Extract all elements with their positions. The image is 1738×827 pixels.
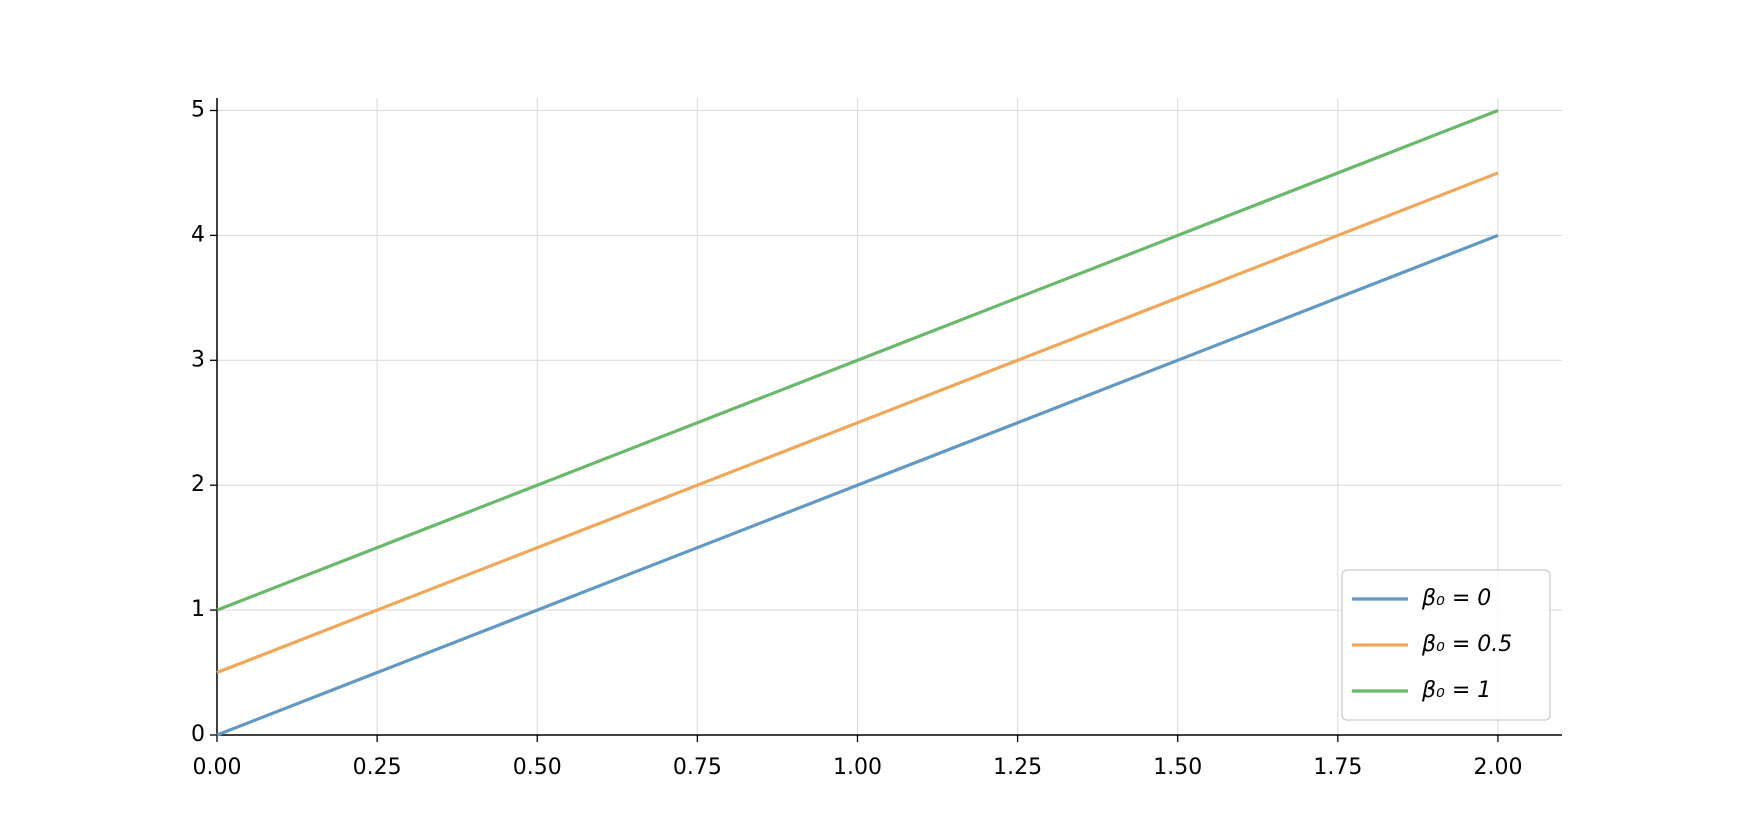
- y-tick-label: 0: [191, 722, 205, 747]
- x-tick-label: 2.00: [1473, 755, 1522, 780]
- x-tick-label: 0.25: [353, 755, 402, 780]
- x-tick-label: 0.00: [193, 755, 242, 780]
- x-tick-label: 1.25: [993, 755, 1042, 780]
- y-tick-label: 2: [191, 472, 205, 497]
- x-tick-label: 0.50: [513, 755, 562, 780]
- y-tick-label: 3: [191, 347, 205, 372]
- y-tick-label: 5: [191, 97, 205, 122]
- y-tick-label: 4: [191, 222, 205, 247]
- legend-label: β₀ = 0.5: [1421, 632, 1512, 657]
- x-tick-label: 0.75: [673, 755, 722, 780]
- series-line: [216, 171, 1499, 675]
- x-tick-label: 1.00: [833, 755, 882, 780]
- series-line: [216, 233, 1499, 737]
- series-line: [216, 108, 1499, 612]
- legend-label: β₀ = 1: [1421, 678, 1491, 703]
- legend-box: [1341, 569, 1551, 721]
- legend-label: β₀ = 0: [1421, 586, 1491, 611]
- legend: β₀ = 0 β₀ = 0.5 β₀ = 1: [1341, 569, 1551, 721]
- y-tick-label: 1: [191, 597, 205, 622]
- x-tick-label: 1.75: [1313, 755, 1362, 780]
- x-tick-label: 1.50: [1153, 755, 1202, 780]
